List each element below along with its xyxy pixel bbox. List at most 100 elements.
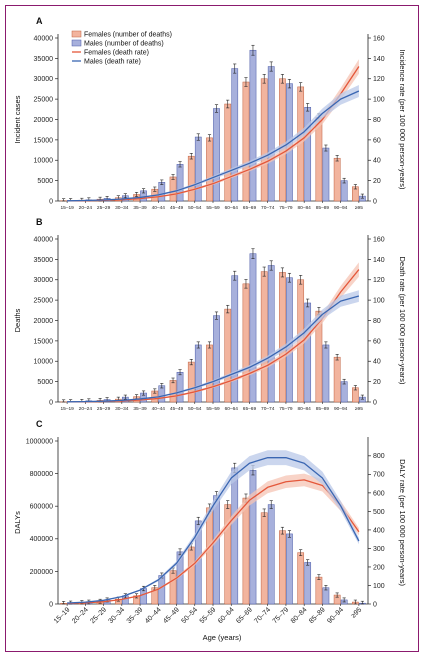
y-tick-label-left: 20000 <box>34 117 54 124</box>
x-tick-label: 80–84 <box>298 406 312 412</box>
x-tick-label: 55–59 <box>206 205 220 211</box>
y-tick-label-right: 300 <box>373 546 385 553</box>
legend-label: Females (number of deaths) <box>84 32 172 39</box>
x-tick-label: 45–49 <box>170 406 184 412</box>
male-bar <box>340 381 348 403</box>
female-rate-band <box>67 59 359 202</box>
y-tick-label-right: 140 <box>373 257 385 264</box>
male-bar <box>194 344 202 403</box>
panel-label: C <box>36 419 43 429</box>
y-tick-label-left: 25000 <box>34 97 54 104</box>
y-tick-label-left: 800000 <box>30 471 53 478</box>
male-rate-line <box>67 295 360 403</box>
y-axis-label-left: Deaths <box>13 308 22 332</box>
x-tick-label: 25–29 <box>97 406 111 412</box>
female-bar <box>187 546 195 605</box>
y-tick-label-right: 600 <box>373 490 385 497</box>
y-tick-label-left: 0 <box>49 198 53 205</box>
y-tick-label-left: 35000 <box>34 56 54 63</box>
female-bar <box>279 530 286 605</box>
male-bar <box>231 275 239 403</box>
y-tick-label-left: 15000 <box>34 338 54 345</box>
y-tick-label-left: 5000 <box>37 178 53 185</box>
x-tick-label: 20–24 <box>79 406 93 412</box>
y-tick-label-right: 80 <box>373 318 381 325</box>
x-tick-label: 50–54 <box>180 606 199 625</box>
x-tick-label: 15–19 <box>53 606 72 625</box>
x-tick-label: 25–29 <box>89 606 108 625</box>
female-bar <box>242 81 250 202</box>
male-bar <box>249 49 257 202</box>
y-tick-label-right: 20 <box>373 379 381 386</box>
panel-c: C 0 200000 400000 600000 800000 1000000 0 100 200… <box>13 419 407 625</box>
legend-label: Females (death rate) <box>84 50 149 57</box>
x-tick-label: 30–34 <box>115 406 129 412</box>
female-bar <box>224 103 232 202</box>
y-tick-label-left: 40000 <box>34 236 54 243</box>
female-bar <box>224 308 232 403</box>
male-bar <box>194 136 202 202</box>
female-bar <box>206 137 213 202</box>
female-bar <box>169 380 177 403</box>
x-tick-label: 35–39 <box>133 406 147 412</box>
y-tick-label-left: 0 <box>49 399 53 406</box>
male-bar <box>249 253 257 403</box>
x-tick-label: 30–34 <box>115 205 129 211</box>
x-tick-label: 90–94 <box>334 205 348 211</box>
x-tick-label: 25–29 <box>97 205 111 211</box>
y-axis-label-right: DALY rate (per 100 000 person-years) <box>398 459 407 586</box>
female-bar <box>279 78 286 202</box>
y-tick-label-left: 0 <box>49 601 53 608</box>
y-tick-label-right: 160 <box>373 35 385 42</box>
x-tick-label: 80–84 <box>298 205 312 211</box>
male-bar <box>267 504 275 605</box>
female-bar <box>187 361 195 403</box>
y-tick-label-left: 600000 <box>30 504 53 511</box>
male-bar <box>340 180 348 202</box>
x-tick-label: 30–34 <box>108 606 127 625</box>
x-tick-label: 40–44 <box>144 606 163 625</box>
female-bar <box>260 271 268 403</box>
x-tick-label: 45–49 <box>162 606 181 625</box>
y-tick-label-left: 25000 <box>34 298 54 305</box>
legend-label: Males (number of deaths) <box>84 41 164 48</box>
female-bar <box>206 507 213 605</box>
male-rate-band <box>67 450 359 604</box>
female-bar <box>315 576 323 605</box>
panel-a: A 0 5000 10000 15000 20000 25000 30000 35000 4000… <box>13 16 407 211</box>
y-tick-label-left: 400000 <box>30 536 53 543</box>
y-axis-label-right: Death rate (per 100 000 person-years) <box>398 257 407 385</box>
male-rate-line <box>67 90 360 202</box>
legend-swatch <box>71 39 82 47</box>
y-tick-label-right: 120 <box>373 277 385 284</box>
y-tick-label-left: 1000000 <box>26 438 53 445</box>
y-tick-label-right: 60 <box>373 338 381 345</box>
female-bar <box>187 155 195 202</box>
y-tick-label-right: 0 <box>373 601 377 608</box>
female-bar <box>260 78 268 202</box>
x-tick-label: 70–74 <box>261 406 275 412</box>
y-tick-label-right: 500 <box>373 509 385 516</box>
panel-b: B 0 5000 10000 15000 20000 25000 30000 35000 4000… <box>13 217 407 412</box>
x-tick-label: 60–64 <box>225 205 239 211</box>
x-tick-label: 15–19 <box>60 205 74 211</box>
x-tick-label: 45–49 <box>170 205 184 211</box>
y-tick-label-right: 100 <box>373 298 385 305</box>
male-bar <box>176 164 184 202</box>
x-tick-label: 15–19 <box>60 406 74 412</box>
male-rate-band <box>67 290 359 402</box>
female-bar <box>242 283 250 403</box>
x-tick-label: 75–79 <box>272 606 291 625</box>
x-tick-label: ≥95 <box>355 205 363 211</box>
y-tick-label-right: 80 <box>373 117 381 124</box>
x-tick-label: ≥95 <box>350 606 363 619</box>
y-tick-label-left: 200000 <box>30 569 53 576</box>
x-tick-label: 90–94 <box>326 606 345 625</box>
female-bar <box>297 552 305 605</box>
y-tick-label-right: 40 <box>373 158 381 165</box>
female-rate-band <box>67 473 359 604</box>
x-tick-label: 50–54 <box>188 205 202 211</box>
y-tick-label-right: 140 <box>373 56 385 63</box>
x-tick-label: 35–39 <box>133 205 147 211</box>
